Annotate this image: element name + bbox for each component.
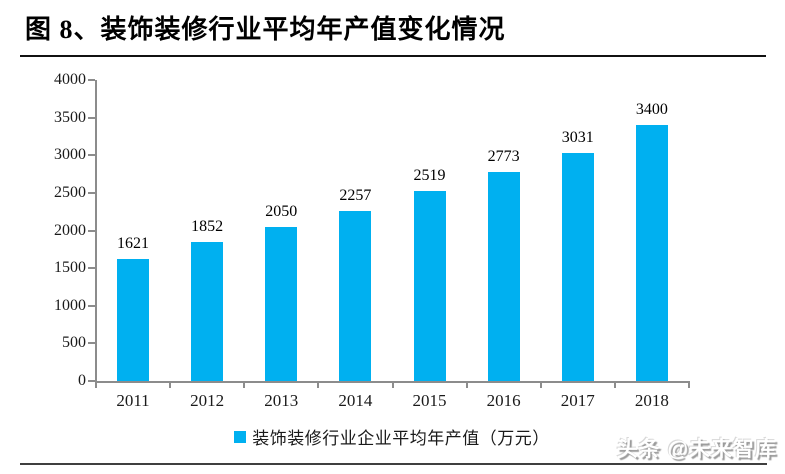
- x-axis-tick: [95, 383, 97, 388]
- bar-value-label: 2519: [413, 167, 446, 185]
- bar-2012: [191, 241, 224, 381]
- y-axis-tick-label: 0: [78, 372, 86, 389]
- y-axis-tick-label: 3500: [54, 108, 86, 126]
- bar-value-label: 2773: [487, 148, 520, 166]
- y-axis-tick-label: 1500: [54, 259, 86, 277]
- bar-2013: [265, 226, 298, 381]
- y-axis-tick: [88, 267, 95, 270]
- x-axis-line: [95, 381, 690, 383]
- bar-value-label: 2257: [339, 187, 372, 205]
- bar-value-label: 2050: [265, 202, 298, 220]
- y-axis-tick-label: 2500: [54, 183, 86, 201]
- y-axis-tick-label: 3000: [54, 146, 86, 164]
- x-axis-label: 2017: [560, 391, 595, 410]
- x-axis-tick: [613, 383, 616, 388]
- x-axis-label: 2011: [116, 391, 150, 410]
- bar-value-label: 1621: [117, 235, 149, 253]
- bar-value-label: 3031: [561, 128, 594, 146]
- x-axis-tick: [688, 383, 690, 388]
- legend-series-label: 装饰装修行业企业平均年产值（万元）: [252, 429, 550, 448]
- watermark: 头条 @未来智库: [616, 438, 777, 461]
- bar-2017: [561, 152, 594, 381]
- bar-2014: [339, 211, 372, 381]
- y-axis-tick-label: 500: [62, 334, 86, 352]
- x-axis-tick: [465, 383, 468, 388]
- y-axis-tick-label: 4000: [54, 71, 86, 88]
- x-axis-tick: [317, 383, 320, 388]
- x-axis-label: 2012: [190, 391, 225, 410]
- y-axis-tick: [88, 154, 95, 157]
- legend-swatch-icon: [234, 430, 247, 443]
- bar-2011: [117, 259, 150, 381]
- y-axis-tick: [88, 191, 95, 194]
- figure-header: 图 8、装饰装修行业平均年产值变化情况: [20, 8, 766, 57]
- y-axis-tick: [88, 304, 95, 307]
- y-axis-tick-label: 1000: [54, 296, 86, 314]
- y-axis-tick: [88, 380, 95, 382]
- y-axis-line: [95, 80, 97, 383]
- y-axis-tick-label: 2000: [54, 221, 86, 239]
- bar-2018: [635, 125, 668, 381]
- y-axis-tick: [88, 79, 95, 81]
- bar-value-label: 1852: [191, 217, 224, 235]
- x-axis-tick: [243, 383, 246, 388]
- x-axis-tick: [169, 383, 172, 388]
- bar-value-label: 3400: [635, 101, 668, 119]
- x-axis-label: 2013: [264, 391, 299, 410]
- y-axis-tick: [88, 229, 95, 232]
- x-axis-label: 2014: [338, 391, 373, 410]
- figure-title: 图 8、装饰装修行业平均年产值变化情况: [25, 15, 506, 44]
- x-axis-tick: [391, 383, 394, 388]
- bar-2016: [487, 172, 520, 381]
- x-axis-label: 2016: [486, 391, 521, 410]
- y-axis-tick: [88, 116, 95, 119]
- x-axis-label: 2015: [412, 391, 447, 410]
- bottom-divider: [20, 463, 767, 465]
- x-axis-label: 2018: [634, 391, 669, 410]
- bar-2015: [413, 191, 446, 381]
- y-axis-tick: [88, 342, 95, 345]
- legend: 装饰装修行业企业平均年产值（万元）: [96, 424, 688, 449]
- x-axis-tick: [539, 383, 542, 388]
